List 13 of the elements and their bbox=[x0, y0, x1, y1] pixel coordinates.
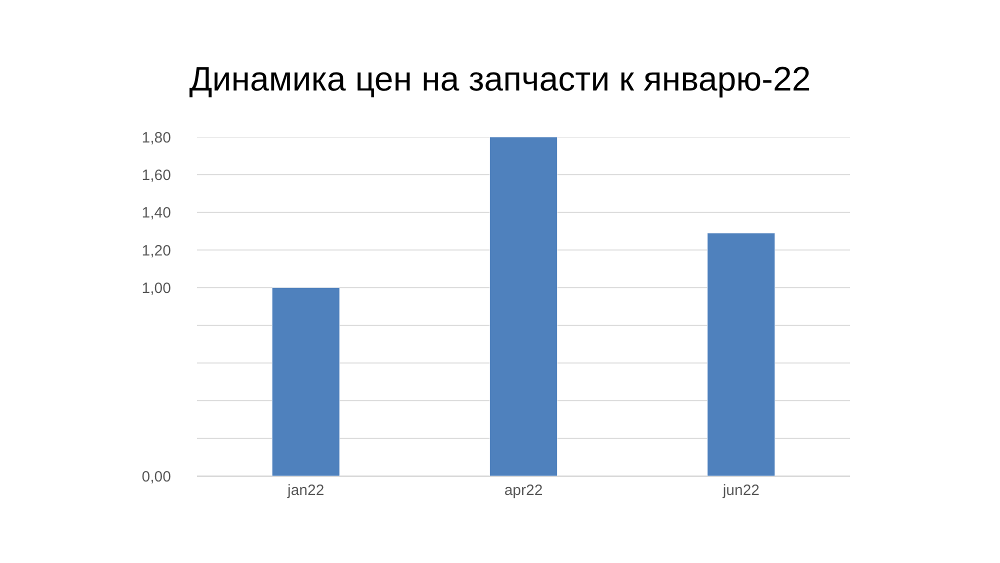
y-tick-label: 1,60 bbox=[142, 166, 171, 184]
y-tick-label: 1,00 bbox=[142, 280, 171, 297]
x-tick-label: jan22 bbox=[286, 482, 324, 499]
y-tick-label: 0,00 bbox=[142, 468, 171, 486]
bar bbox=[707, 232, 776, 476]
x-tick-label: apr22 bbox=[504, 482, 543, 499]
bar bbox=[490, 137, 558, 476]
bar bbox=[272, 287, 340, 476]
y-tick-label: 1,80 bbox=[142, 129, 171, 146]
y-tick-label: 1,20 bbox=[142, 242, 171, 260]
chart-title: Динамика цен на запчасти к январю-22 bbox=[189, 60, 811, 99]
y-tick-label: 1,40 bbox=[142, 204, 171, 222]
x-tick-label: jun22 bbox=[722, 482, 760, 499]
